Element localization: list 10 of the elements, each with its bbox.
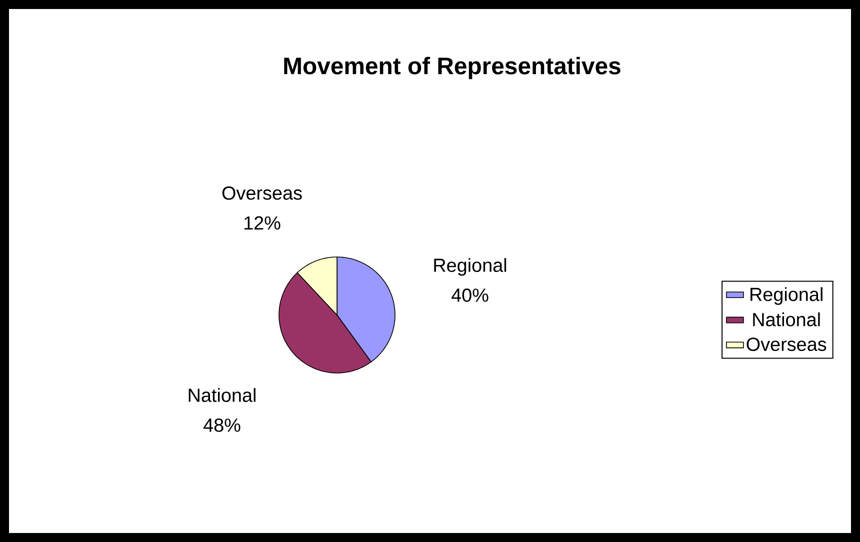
legend-label: National xyxy=(753,312,820,326)
legend-label: Regional xyxy=(750,287,822,305)
data-label: 40% xyxy=(452,288,488,302)
legend-label: Overseas xyxy=(746,338,826,352)
slice-label: Overseas xyxy=(222,186,302,200)
data-label: 48% xyxy=(204,418,240,432)
slice-label: Regional xyxy=(434,258,506,276)
slice-label: National xyxy=(188,388,256,402)
chart-title: Movement of Representatives xyxy=(284,56,620,80)
data-label: 12% xyxy=(244,216,280,230)
